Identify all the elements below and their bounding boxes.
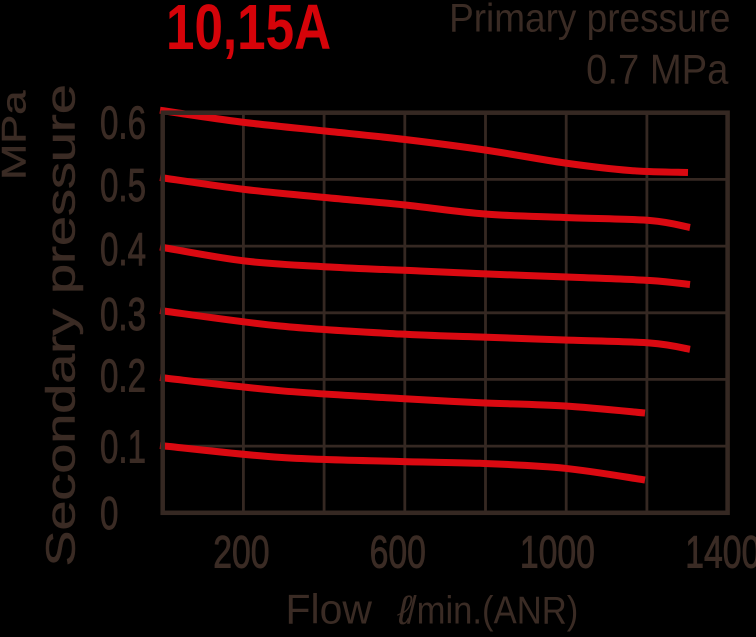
svg-text:MPa: MPa [0, 90, 33, 180]
svg-text:0.3: 0.3 [100, 290, 146, 340]
svg-text:0.2: 0.2 [100, 351, 146, 401]
svg-text:0.4: 0.4 [100, 225, 146, 275]
svg-text:1400: 1400 [685, 528, 756, 578]
svg-text:0: 0 [100, 489, 118, 539]
svg-text:Primary pressure: Primary pressure [449, 0, 730, 41]
svg-text:Secondary pressure: Secondary pressure [39, 84, 84, 566]
svg-text:/min.(ANR): /min.(ANR) [407, 589, 578, 632]
svg-text:0.6: 0.6 [100, 98, 146, 148]
svg-text:200: 200 [213, 528, 269, 578]
svg-text:0.1: 0.1 [100, 423, 146, 473]
svg-text:10,15A: 10,15A [166, 0, 331, 63]
svg-text:600: 600 [370, 528, 426, 578]
svg-text:Flow: Flow [286, 585, 373, 633]
svg-text:0.7 MPa: 0.7 MPa [586, 46, 729, 93]
svg-text:1000: 1000 [520, 528, 595, 578]
svg-text:0.5: 0.5 [100, 161, 146, 211]
